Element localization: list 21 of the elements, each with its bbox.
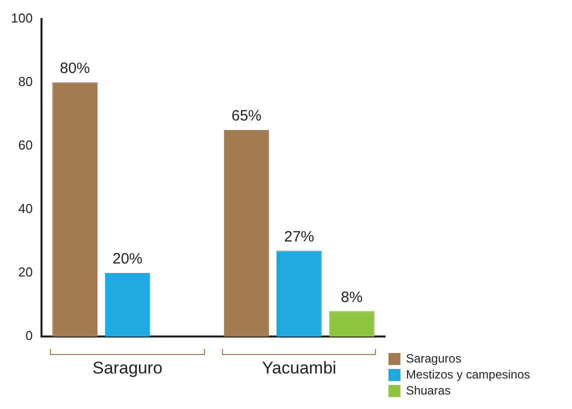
bar bbox=[104, 273, 150, 337]
legend-label: Saraguros bbox=[406, 351, 462, 366]
legend-label: Shuaras bbox=[406, 383, 451, 398]
data-label: 80% bbox=[60, 60, 90, 77]
bar bbox=[276, 250, 322, 337]
x-tick-label: Saraguro bbox=[92, 358, 162, 378]
y-tick-label: 0 bbox=[25, 328, 33, 344]
bar bbox=[224, 130, 270, 337]
legend-label: Mestizos y campesinos bbox=[406, 367, 530, 382]
y-tick-label: 60 bbox=[18, 138, 33, 152]
y-tick-label: 100 bbox=[10, 10, 33, 26]
y-tick-label: 80 bbox=[18, 74, 33, 89]
data-label: 65% bbox=[231, 108, 262, 125]
data-label: 20% bbox=[112, 250, 143, 268]
data-label: 8% bbox=[340, 288, 363, 306]
x-tick-label: Yacuambi bbox=[262, 358, 336, 378]
y-tick-label: 40 bbox=[18, 201, 33, 216]
y-tick-label: 20 bbox=[18, 264, 33, 280]
bar bbox=[329, 311, 374, 337]
data-label: 27% bbox=[284, 228, 314, 246]
bar bbox=[52, 82, 98, 337]
